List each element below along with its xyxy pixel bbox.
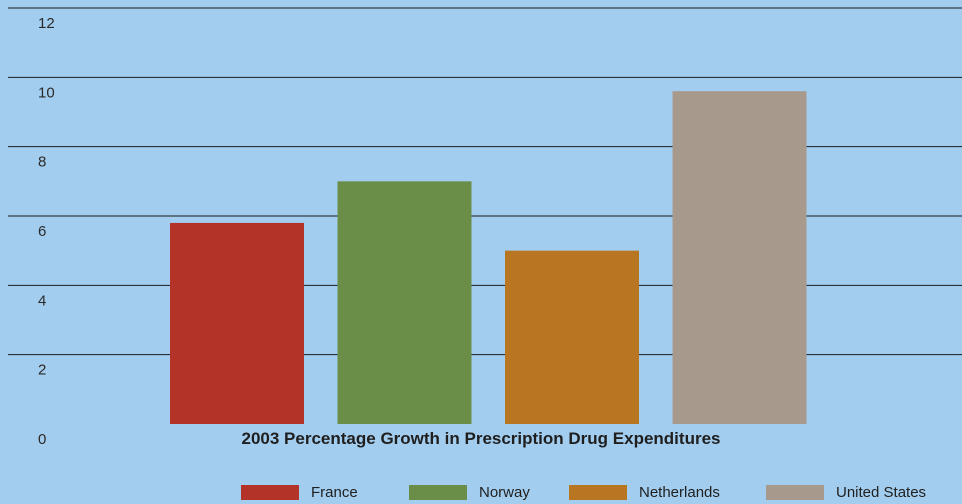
legend-swatch: [241, 484, 299, 500]
bar-france: [170, 222, 304, 424]
bar-united-states: [672, 91, 807, 424]
y-tick-label: 0: [38, 431, 46, 448]
y-tick-label: 4: [38, 292, 46, 309]
y-tick-label: 2: [38, 362, 46, 379]
chart-title: 2003 Percentage Growth in Prescription D…: [241, 429, 721, 448]
legend-swatch: [409, 484, 467, 500]
y-tick-label: 10: [38, 84, 55, 101]
legend: France Norway Netherlands United States: [0, 482, 962, 502]
legend-swatch: [766, 484, 824, 500]
legend-item-united-states: United States: [766, 482, 926, 502]
y-tick-label: 8: [38, 154, 46, 171]
legend-label: Netherlands: [639, 483, 720, 501]
legend-item-france: France: [241, 482, 358, 502]
y-tick-label: 6: [38, 223, 46, 240]
legend-item-norway: Norway: [409, 482, 530, 502]
y-tick-label: 12: [38, 15, 55, 32]
legend-label: Norway: [479, 483, 530, 501]
legend-label: United States: [836, 483, 927, 501]
legend-label: France: [311, 483, 358, 501]
bar-norway: [337, 181, 472, 424]
bar-netherlands: [505, 250, 639, 424]
legend-swatch: [569, 484, 627, 500]
legend-item-netherlands: Netherlands: [569, 482, 720, 502]
